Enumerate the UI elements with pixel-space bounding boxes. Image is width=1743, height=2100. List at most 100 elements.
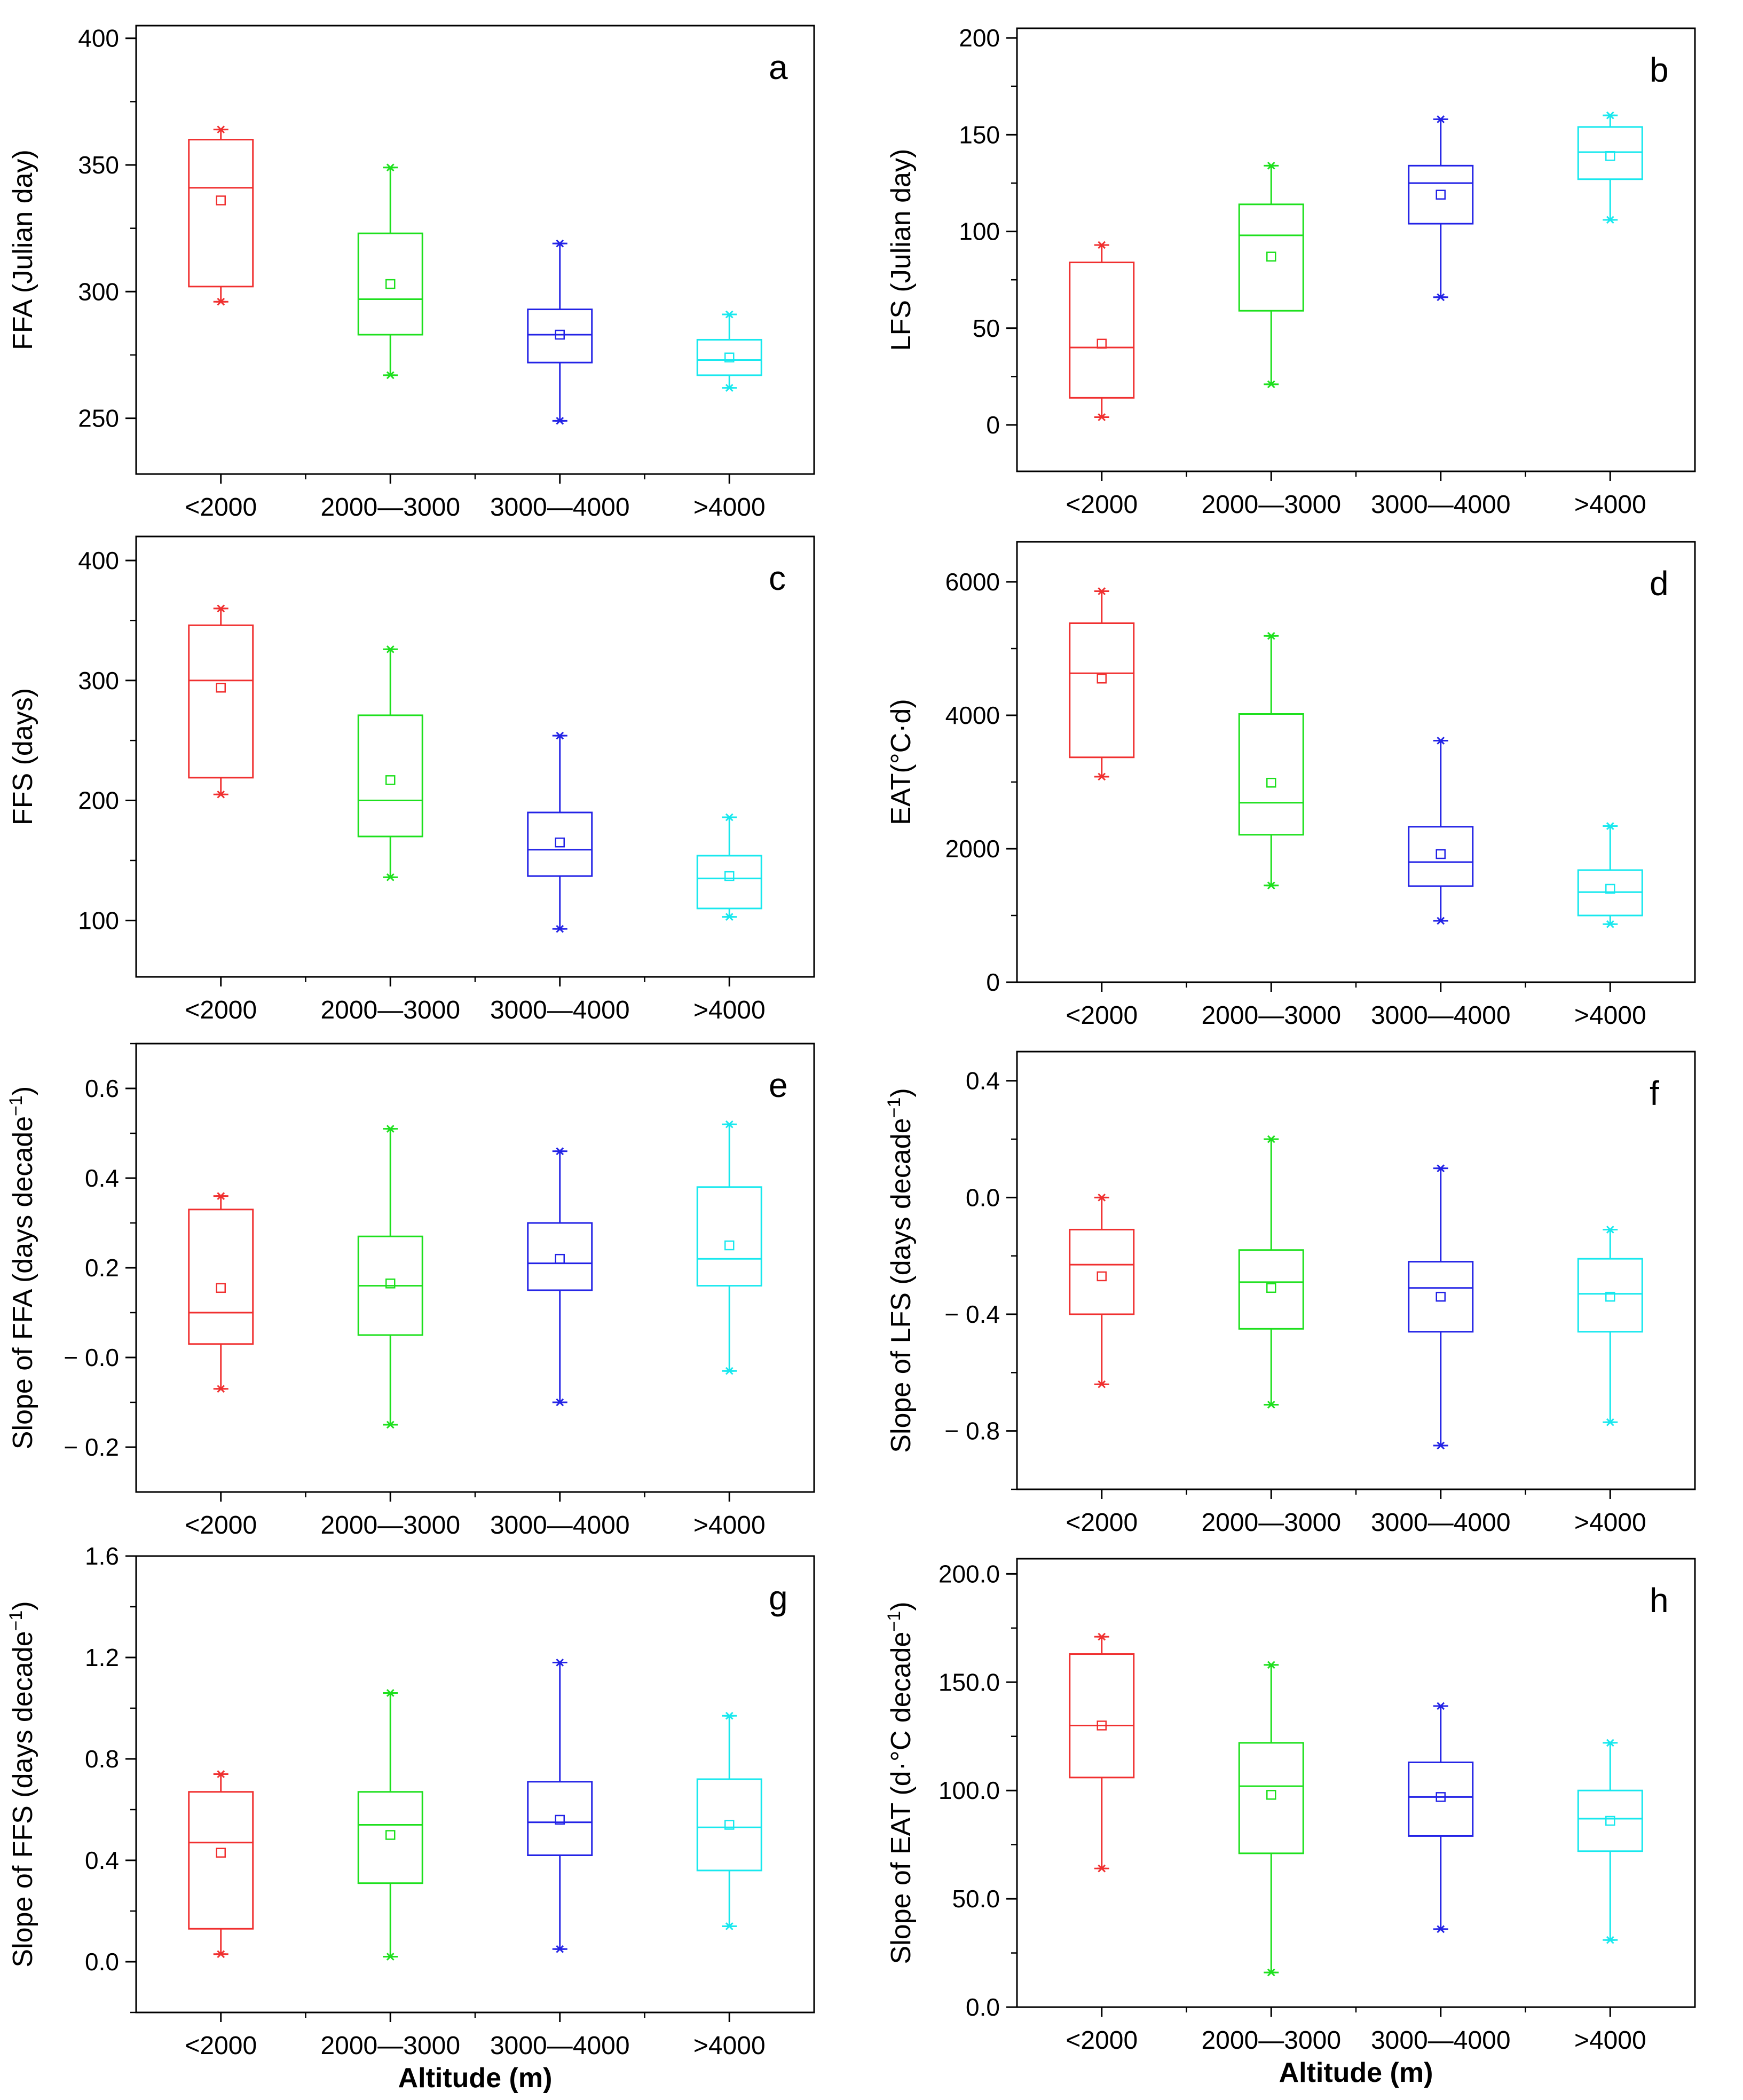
min-marker-d2: [1098, 1864, 1106, 1873]
x-tick-label: >4000: [1574, 2026, 1646, 2055]
min-marker: [385, 1953, 396, 1961]
mean-marker: [555, 837, 565, 848]
min-marker-d2: [556, 925, 564, 933]
min-marker: [1097, 1380, 1107, 1388]
max-marker: [385, 645, 396, 653]
max-marker: [216, 1192, 226, 1200]
plot-frame: [1016, 1558, 1696, 2008]
min-marker: [1605, 1936, 1615, 1944]
min-marker-d2: [1606, 1418, 1614, 1426]
x-tick-label: <2000: [1066, 2026, 1138, 2055]
y-tick-label: 0.8: [85, 1745, 119, 1773]
box-body: [188, 139, 254, 288]
min-marker: [555, 925, 565, 933]
min-marker-d2: [1606, 1936, 1614, 1944]
y-tick-label: 50: [973, 314, 1000, 342]
max-marker-d2: [1267, 1135, 1275, 1143]
box-e-1: [188, 1192, 254, 1393]
box-body: [188, 624, 254, 779]
box-a-1: [188, 125, 254, 306]
max-marker-d2: [1267, 161, 1275, 170]
min-marker: [216, 790, 226, 799]
box-g-2: [357, 1689, 423, 1961]
box-body: [357, 232, 423, 336]
y-tick-label: 200: [959, 24, 1000, 52]
x-tick-label: 2000—3000: [320, 1511, 460, 1540]
max-marker-d2: [1437, 115, 1445, 123]
min-marker: [1266, 1401, 1276, 1409]
y-axis-label-close: ): [886, 1088, 917, 1097]
x-tick-label: 2000—3000: [1201, 2026, 1341, 2055]
y-tick-label: 1.6: [85, 1542, 119, 1570]
plot-frame: [135, 535, 815, 978]
max-marker: [385, 1689, 396, 1697]
mean-marker: [724, 1820, 735, 1830]
min-marker: [724, 1367, 735, 1375]
box-body: [1408, 1261, 1474, 1333]
box-body: [527, 1781, 593, 1856]
box-b-4: [1577, 111, 1643, 224]
min-marker-d2: [386, 873, 395, 881]
y-axis-label-main: LFS (Julian day): [886, 149, 917, 351]
mean-marker: [555, 1814, 565, 1825]
max-marker-d2: [1606, 822, 1614, 830]
mean-marker: [724, 352, 735, 362]
y-axis-label: Slope of FFS (days decade−1): [6, 1601, 38, 1967]
max-marker: [1097, 587, 1107, 595]
mean-marker: [1097, 1720, 1107, 1731]
box-body: [1238, 1742, 1304, 1854]
box-body: [696, 1778, 762, 1872]
min-marker-d2: [556, 416, 564, 425]
box-a-4: [696, 310, 762, 392]
box-body: [696, 338, 762, 376]
y-axis-label-sup: −1: [884, 1611, 904, 1632]
max-marker-d2: [725, 310, 734, 319]
panel-c: 100 200 300 400 <2000 2000—3000 3000—4000 >4000…: [7, 535, 815, 1024]
min-marker-d2: [556, 1398, 564, 1407]
y-tick-label: − 0.0: [64, 1344, 119, 1371]
plot-frame: [135, 1043, 815, 1493]
max-marker-d2: [556, 1147, 564, 1155]
x-tick-label: <2000: [185, 1511, 257, 1540]
x-tick-label: 2000—3000: [1201, 1509, 1341, 1537]
y-axis-label-close: ): [7, 1601, 38, 1610]
min-marker-d2: [1606, 216, 1614, 224]
min-marker: [1605, 920, 1615, 928]
panel-letter: d: [1650, 564, 1669, 603]
y-tick-label: 100: [959, 218, 1000, 246]
min-marker-d2: [1437, 293, 1445, 302]
min-marker-d2: [217, 1950, 225, 1959]
max-marker-d2: [556, 239, 564, 248]
mean-marker: [1605, 1291, 1615, 1302]
min-marker: [385, 1420, 396, 1429]
y-tick-label: 6000: [945, 568, 1000, 596]
max-marker: [1436, 115, 1446, 123]
max-marker-d2: [1098, 241, 1106, 249]
x-tick-label: <2000: [185, 996, 257, 1024]
max-marker-d2: [1606, 1226, 1614, 1234]
panel-a: 250 300 350 400 <2000 2000—3000 3000—4000 >4000…: [7, 25, 815, 522]
y-tick-label: 0.4: [85, 1846, 119, 1874]
min-marker-d2: [1098, 413, 1106, 421]
mean-marker: [385, 775, 396, 785]
box-e-2: [357, 1125, 423, 1429]
max-marker-d2: [217, 604, 225, 613]
min-marker: [1436, 1925, 1446, 1933]
box-body: [1069, 1228, 1135, 1315]
x-tick-label: <2000: [185, 2032, 257, 2060]
y-tick-label: 0: [986, 968, 1000, 996]
y-tick-label: 400: [78, 547, 119, 574]
min-marker-d2: [1267, 1401, 1275, 1409]
max-marker: [555, 1147, 565, 1155]
max-marker: [1436, 1702, 1446, 1710]
max-marker-d2: [386, 645, 395, 653]
box-e-3: [527, 1147, 593, 1407]
x-tick-label: 2000—3000: [1201, 1001, 1341, 1030]
mean-marker: [1436, 849, 1446, 859]
max-marker-d2: [1606, 1739, 1614, 1747]
min-marker: [1266, 380, 1276, 389]
y-tick-label: 200.0: [938, 1560, 1000, 1588]
mean-marker: [216, 682, 226, 693]
y-tick-label: 0.0: [85, 1948, 119, 1976]
mean-marker: [216, 1848, 226, 1858]
